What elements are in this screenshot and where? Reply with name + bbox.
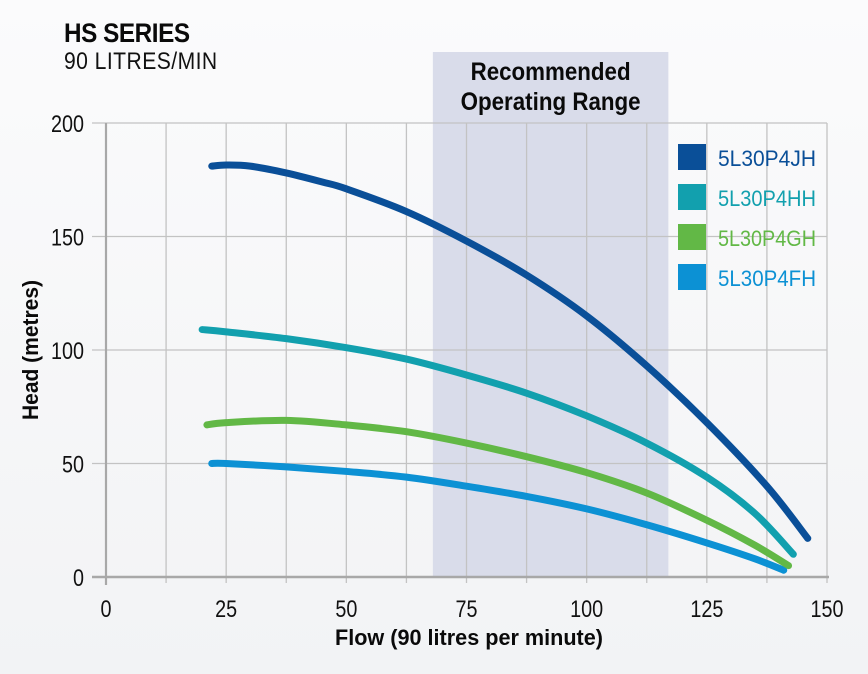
y-tick-label: 100	[51, 338, 84, 365]
legend-swatch	[678, 264, 706, 290]
legend-label: 5L30P4HH	[718, 186, 816, 211]
series-layer	[198, 161, 812, 574]
series-line-5l30p4jh	[208, 161, 812, 542]
title-block: HS SERIES 90 LITRES/MIN	[64, 18, 239, 76]
legend-swatch	[678, 224, 706, 250]
axis-layer: 0 25 50 75 100 125 150 0 50 100 150 200	[51, 111, 844, 623]
legend-label: 5L30P4JH	[718, 146, 816, 171]
x-tick-label: 0	[101, 596, 112, 623]
x-tick-label: 50	[335, 596, 357, 623]
y-tick-label: 0	[73, 565, 84, 592]
series-line-5l30p4fh	[208, 459, 788, 574]
legend-item: 5L30P4FH	[678, 264, 816, 291]
legend: 5L30P4JH 5L30P4HH 5L30P4GH 5L30P4FH	[678, 144, 816, 291]
x-tick-label: 25	[215, 596, 237, 623]
legend-item: 5L30P4HH	[678, 184, 816, 211]
legend-label: 5L30P4FH	[718, 266, 816, 291]
range-label-line2: Operating Range	[461, 88, 641, 116]
series-line-5l30p4gh	[203, 416, 793, 570]
x-tick-label: 100	[570, 596, 603, 623]
range-label-line1: Recommended	[471, 58, 631, 86]
x-tick-label: 75	[456, 596, 478, 623]
y-tick-label: 150	[51, 225, 84, 252]
legend-item: 5L30P4JH	[678, 144, 816, 171]
legend-label: 5L30P4GH	[718, 226, 816, 251]
chart-title: HS SERIES	[64, 18, 190, 48]
chart-subtitle: 90 LITRES/MIN	[64, 48, 218, 75]
y-tick-label: 50	[62, 452, 84, 479]
y-tick-label: 200	[51, 111, 84, 138]
x-tick-label: 125	[690, 596, 723, 623]
legend-swatch	[678, 184, 706, 210]
series-line-5l30p4hh	[198, 326, 797, 558]
x-tick-label: 150	[811, 596, 844, 623]
legend-swatch	[678, 144, 706, 170]
x-axis-title: Flow (90 litres per minute)	[335, 625, 603, 650]
y-axis-title: Head (metres)	[18, 280, 43, 420]
legend-item: 5L30P4GH	[678, 224, 816, 251]
